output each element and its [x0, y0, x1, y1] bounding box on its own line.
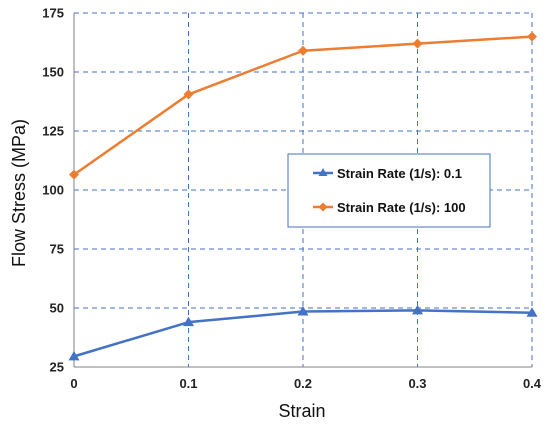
axes: [73, 13, 532, 368]
legend-label-1: Strain Rate (1/s): 100: [337, 200, 466, 215]
data-point-diamond: [298, 45, 308, 56]
y-tick-label: 125: [42, 124, 64, 139]
y-tick-label: 100: [42, 183, 64, 198]
legend-entry-0: Strain Rate (1/s): 0.1: [313, 166, 462, 181]
data-point-triangle: [526, 307, 538, 317]
y-tick-label: 175: [42, 6, 64, 21]
legend-entry-1: Strain Rate (1/s): 100: [313, 200, 466, 215]
legend-box: [287, 153, 491, 228]
y-axis-title: Flow Stress (MPa): [9, 119, 29, 267]
y-tick-label: 150: [42, 65, 64, 80]
legend-triangle-marker: [318, 168, 328, 176]
x-tick-label: 0.2: [294, 376, 312, 391]
legend: Strain Rate (1/s): 0.1 Strain Rate (1/s)…: [287, 153, 491, 228]
legend-diamond-marker: [318, 202, 328, 212]
y-tick-label: 75: [50, 242, 64, 257]
data-point-triangle: [183, 316, 194, 327]
data-point-diamond: [412, 38, 423, 49]
x-tick-label: 0.4: [523, 376, 542, 391]
x-tick-label: 0.3: [408, 376, 426, 391]
y-tick-label: 50: [50, 301, 64, 316]
data-point-diamond: [183, 89, 194, 100]
y-tick-label: 25: [50, 360, 64, 375]
x-axis-title: Strain: [278, 401, 325, 421]
legend-label-0: Strain Rate (1/s): 0.1: [337, 166, 462, 181]
data-point-diamond: [527, 31, 537, 42]
grid: [74, 12, 533, 367]
tick-labels: 25 50 75 100 125 150 175 0 0.1 0.2 0.3 0.4: [42, 6, 542, 392]
series-layer: [68, 31, 538, 361]
data-point-triangle: [412, 304, 423, 315]
x-tick-label: 0.1: [179, 376, 197, 391]
data-point-triangle: [297, 306, 309, 316]
data-point-diamond: [69, 169, 79, 180]
data-point-triangle: [68, 350, 80, 361]
x-tick-label: 0: [70, 376, 77, 391]
